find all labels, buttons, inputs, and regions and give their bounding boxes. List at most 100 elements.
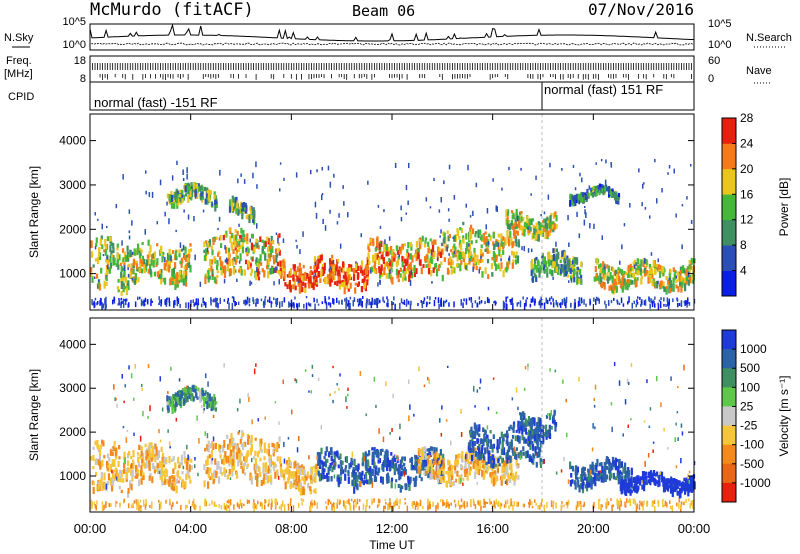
site-title: McMurdo (fitACF) (90, 0, 254, 20)
echo-cell (530, 434, 533, 440)
echo-cell (505, 461, 509, 467)
echo-cell (407, 479, 411, 487)
echo-cell (246, 300, 248, 305)
echo-cell (283, 476, 286, 481)
echo-cell (187, 254, 190, 259)
echo-cell (418, 474, 421, 478)
echo-cell (245, 247, 247, 253)
echo-cell (330, 268, 333, 273)
echo-cell (460, 243, 463, 251)
echo-cell (168, 396, 171, 402)
echo-cell (429, 296, 431, 301)
echo-cell (233, 298, 235, 301)
echo-cell (146, 254, 149, 259)
echo-cell (329, 302, 332, 308)
echo-cell (239, 244, 242, 249)
echo-cell (144, 229, 146, 235)
echo-cell (226, 300, 229, 304)
echo-cell (313, 256, 317, 264)
echo-cell (675, 279, 678, 284)
echo-cell (368, 248, 371, 252)
echo-cell (160, 268, 163, 274)
echo-cell (377, 257, 381, 265)
echo-cell (424, 237, 427, 241)
echo-cell (590, 483, 593, 490)
echo-cell (178, 397, 181, 406)
echo-cell (131, 473, 134, 481)
echo-cell (183, 451, 186, 456)
echo-cell (97, 485, 100, 491)
echo-cell (149, 263, 152, 272)
echo-cell (539, 433, 543, 438)
echo-cell (465, 242, 468, 249)
echo-cell (681, 204, 684, 207)
echo-cell (517, 420, 520, 427)
echo-cell (636, 277, 639, 281)
echo-cell (191, 393, 194, 397)
echo-cell (105, 258, 108, 263)
echo-cell (548, 413, 552, 421)
echo-cell (598, 298, 600, 304)
echo-cell (104, 303, 107, 311)
echo-cell (685, 269, 688, 277)
echo-cell (393, 454, 396, 462)
echo-cell (530, 422, 533, 431)
echo-cell (211, 268, 214, 275)
echo-cell (298, 272, 301, 278)
echo-cell (260, 261, 263, 266)
echo-cell (160, 463, 164, 471)
echo-cell (473, 252, 476, 260)
echo-cell (514, 235, 517, 243)
echo-cell (623, 271, 626, 275)
echo-cell (254, 466, 257, 474)
echo-cell (474, 471, 477, 479)
echo-cell (196, 396, 199, 400)
echo-cell (175, 188, 178, 196)
echo-cell (418, 241, 421, 249)
echo-cell (321, 463, 324, 471)
echo-cell (528, 456, 532, 462)
echo-cell (419, 450, 422, 455)
echo-cell (316, 452, 319, 457)
echo-cell (649, 275, 652, 283)
echo-cell (293, 461, 296, 469)
echo-cell (386, 464, 389, 472)
echo-cell (274, 266, 277, 273)
echo-cell (588, 185, 591, 190)
echo-cell (410, 300, 412, 306)
echo-cell (288, 280, 291, 286)
echo-cell (94, 258, 97, 262)
echo-cell (279, 162, 282, 165)
echo-cell (587, 468, 590, 473)
echo-cell (218, 443, 221, 452)
echo-cell (159, 179, 162, 186)
nave-tick-label: 0 (708, 73, 714, 85)
echo-cell (477, 230, 480, 238)
echo-cell (470, 299, 473, 302)
echo-cell (155, 446, 158, 455)
echo-cell (394, 162, 397, 168)
echo-cell (142, 459, 145, 466)
echo-cell (166, 201, 168, 206)
echo-cell (397, 483, 400, 488)
echo-cell (544, 224, 547, 233)
echo-cell (296, 266, 299, 273)
echo-cell (387, 263, 390, 269)
echo-cell (112, 247, 115, 254)
echo-cell (361, 270, 364, 276)
echo-cell (116, 472, 119, 478)
echo-cell (203, 400, 206, 408)
echo-cell (536, 451, 539, 458)
echo-cell (383, 300, 385, 304)
echo-cell (687, 297, 689, 305)
echo-cell (576, 477, 579, 482)
echo-cell (572, 260, 574, 265)
echo-cell (424, 452, 427, 460)
echo-cell (262, 467, 265, 474)
echo-cell (613, 278, 617, 286)
echo-cell (386, 296, 388, 300)
echo-cell (377, 467, 380, 472)
echo-cell (555, 253, 558, 261)
echo-cell (206, 402, 209, 410)
echo-cell (606, 264, 609, 269)
